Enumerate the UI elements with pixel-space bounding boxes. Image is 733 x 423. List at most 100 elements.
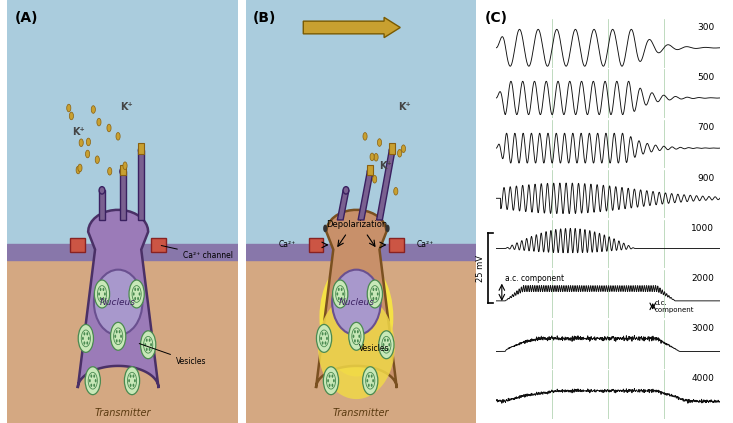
FancyArrow shape (303, 17, 400, 38)
Bar (120, 171, 125, 220)
Circle shape (150, 343, 152, 346)
Circle shape (326, 337, 328, 340)
Ellipse shape (389, 146, 395, 154)
Circle shape (317, 324, 331, 352)
Circle shape (388, 343, 390, 346)
Circle shape (341, 288, 342, 291)
Circle shape (370, 153, 374, 161)
Text: Nucleus: Nucleus (339, 298, 375, 307)
Circle shape (366, 379, 368, 382)
Circle shape (325, 341, 326, 345)
Circle shape (95, 379, 97, 382)
Circle shape (129, 280, 144, 308)
Ellipse shape (94, 270, 142, 335)
Circle shape (90, 384, 92, 387)
Circle shape (328, 384, 331, 387)
Circle shape (76, 166, 80, 174)
Circle shape (402, 145, 405, 153)
Circle shape (372, 288, 375, 291)
Text: 700: 700 (697, 124, 714, 132)
Circle shape (363, 132, 367, 140)
Circle shape (100, 297, 101, 300)
Circle shape (328, 374, 331, 378)
Circle shape (374, 154, 378, 161)
Circle shape (371, 292, 373, 296)
Ellipse shape (120, 168, 125, 175)
Circle shape (323, 367, 339, 395)
Text: (C): (C) (485, 11, 508, 25)
Circle shape (137, 297, 139, 300)
Circle shape (149, 338, 150, 342)
Text: Transmitter: Transmitter (333, 408, 389, 418)
Circle shape (134, 288, 136, 291)
Circle shape (322, 341, 323, 345)
Bar (7, 0, 238, 247)
Text: 300: 300 (697, 23, 714, 32)
Circle shape (119, 330, 120, 333)
Polygon shape (337, 190, 349, 220)
Circle shape (120, 335, 122, 338)
Circle shape (338, 297, 339, 300)
Circle shape (116, 132, 120, 140)
Bar (7, 247, 238, 423)
Circle shape (322, 332, 323, 335)
Circle shape (125, 367, 139, 395)
Circle shape (331, 374, 334, 378)
Circle shape (397, 149, 402, 157)
Text: Depolarization: Depolarization (325, 220, 387, 229)
Circle shape (108, 168, 112, 175)
Circle shape (341, 297, 342, 300)
Circle shape (342, 292, 344, 296)
Circle shape (130, 374, 131, 378)
Circle shape (325, 332, 326, 335)
Circle shape (133, 384, 134, 387)
Circle shape (128, 379, 130, 382)
Circle shape (358, 335, 360, 338)
Circle shape (114, 335, 116, 338)
Circle shape (383, 343, 384, 346)
Circle shape (86, 150, 89, 158)
Circle shape (333, 379, 335, 382)
Circle shape (84, 332, 85, 335)
Circle shape (93, 374, 95, 378)
Bar (389, 238, 404, 252)
Circle shape (368, 374, 369, 378)
Circle shape (95, 280, 110, 308)
Text: d.c.
component: d.c. component (655, 300, 694, 313)
Circle shape (377, 292, 379, 296)
Circle shape (368, 384, 369, 387)
Text: a.c. component: a.c. component (505, 274, 564, 283)
Circle shape (93, 384, 95, 387)
Circle shape (119, 339, 120, 343)
Bar (246, 247, 476, 423)
Circle shape (338, 288, 339, 291)
Text: (A): (A) (14, 11, 38, 25)
Ellipse shape (367, 168, 373, 175)
Circle shape (104, 292, 106, 296)
Text: 2000: 2000 (691, 274, 714, 283)
Circle shape (86, 332, 88, 335)
Circle shape (98, 292, 100, 296)
Text: Transmitter: Transmitter (95, 408, 151, 418)
Circle shape (103, 288, 104, 291)
Circle shape (70, 112, 73, 120)
Ellipse shape (139, 146, 144, 154)
Circle shape (123, 162, 127, 170)
Text: Ca²⁺ channel: Ca²⁺ channel (161, 245, 233, 261)
Polygon shape (78, 210, 158, 388)
Bar (389, 143, 395, 154)
Circle shape (375, 297, 377, 300)
Circle shape (67, 104, 71, 112)
Text: 25 mV: 25 mV (476, 255, 485, 282)
Circle shape (379, 331, 394, 359)
Circle shape (146, 338, 147, 342)
Circle shape (133, 292, 135, 296)
Circle shape (141, 331, 156, 359)
Circle shape (107, 124, 111, 132)
Polygon shape (377, 150, 395, 220)
Circle shape (103, 297, 104, 300)
Circle shape (144, 343, 146, 346)
Circle shape (78, 324, 93, 352)
Text: Ca²⁺: Ca²⁺ (279, 240, 296, 250)
Circle shape (84, 341, 85, 345)
